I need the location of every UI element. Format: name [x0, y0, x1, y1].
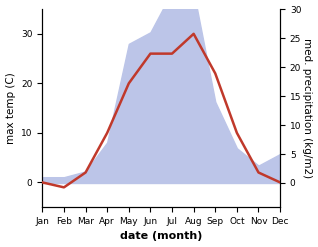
- Y-axis label: max temp (C): max temp (C): [5, 72, 16, 144]
- X-axis label: date (month): date (month): [120, 231, 203, 242]
- Y-axis label: med. precipitation (kg/m2): med. precipitation (kg/m2): [302, 38, 313, 178]
